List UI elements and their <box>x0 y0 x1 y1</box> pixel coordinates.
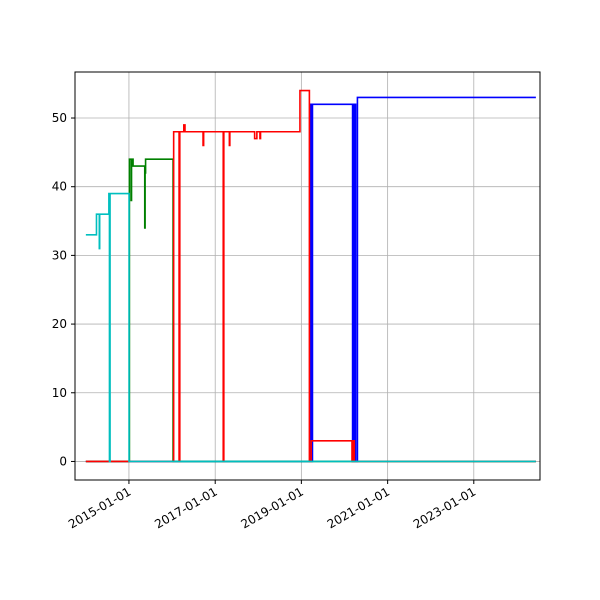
series-layer <box>85 89 536 463</box>
x-tick-label: 2021-01-01 <box>325 484 392 531</box>
grid <box>75 72 540 480</box>
series-line-4 <box>85 192 536 463</box>
plot-frame <box>74 71 541 481</box>
x-tick-label: 2019-01-01 <box>238 484 305 531</box>
series-line-1 <box>85 96 536 463</box>
series-line-3 <box>85 89 536 463</box>
series-line-2 <box>85 158 536 463</box>
y-axis: 0 10 20 30 40 50 <box>52 111 75 468</box>
y-tick-label: 40 <box>52 180 67 194</box>
y-tick-label: 30 <box>52 248 67 262</box>
y-tick-label: 20 <box>52 317 67 331</box>
y-tick-label: 50 <box>52 111 67 125</box>
x-tick-label: 2023-01-01 <box>411 484 478 531</box>
x-tick-label: 2017-01-01 <box>152 484 219 531</box>
y-tick-label: 10 <box>52 386 67 400</box>
x-axis: 2015-01-01 2017-01-01 2019-01-01 2021-01-01… <box>66 480 478 531</box>
x-tick-label: 2015-01-01 <box>66 484 133 531</box>
y-tick-label: 0 <box>59 454 67 468</box>
